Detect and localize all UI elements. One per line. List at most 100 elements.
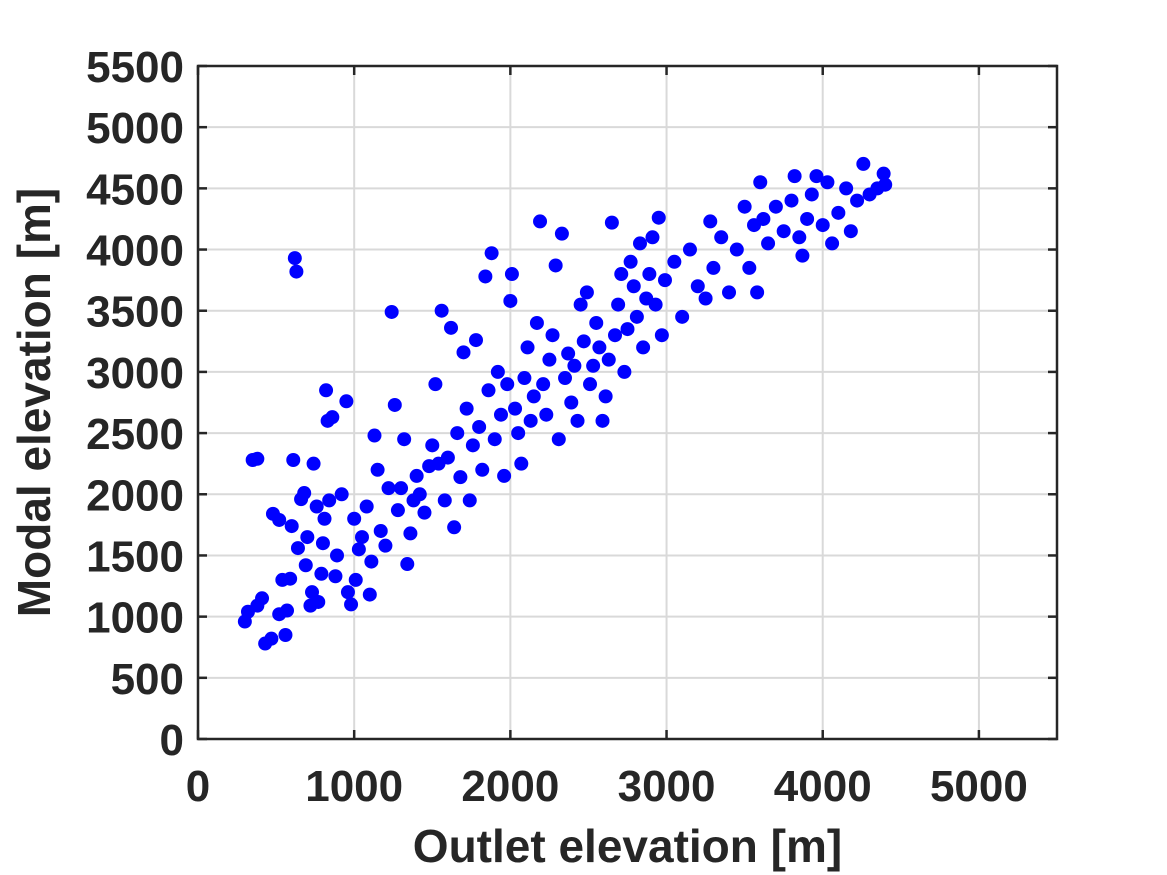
data-point: [412, 487, 427, 502]
data-point: [373, 523, 388, 538]
data-point: [784, 193, 799, 208]
data-points: [237, 156, 893, 651]
data-point: [319, 383, 334, 398]
data-point: [839, 181, 854, 196]
data-point: [843, 224, 858, 239]
data-point: [567, 358, 582, 373]
data-point: [629, 309, 644, 324]
data-point: [722, 285, 737, 300]
data-point: [608, 328, 623, 343]
x-tick-label: 1000: [305, 762, 403, 811]
data-point: [330, 548, 345, 563]
data-point: [657, 273, 672, 288]
data-point: [601, 352, 616, 367]
data-point: [354, 530, 369, 545]
data-point: [348, 572, 363, 587]
data-point: [576, 334, 591, 349]
data-point: [453, 470, 468, 485]
data-point: [517, 371, 532, 386]
data-point: [598, 389, 613, 404]
data-point: [620, 322, 635, 337]
data-point: [500, 377, 515, 392]
data-point: [317, 511, 332, 526]
data-point: [450, 426, 465, 441]
data-point: [504, 267, 519, 282]
data-point: [478, 269, 493, 284]
data-point: [287, 251, 302, 266]
data-point: [340, 585, 355, 600]
data-point: [367, 428, 382, 443]
data-point: [469, 333, 484, 348]
data-point: [573, 297, 588, 312]
x-tick-label: 5000: [930, 762, 1028, 811]
data-point: [570, 413, 585, 428]
data-point: [878, 177, 893, 192]
y-tick-label: 2500: [86, 410, 184, 459]
data-point: [437, 493, 452, 508]
data-point: [551, 432, 566, 447]
y-tick-label: 1000: [86, 594, 184, 643]
data-point: [284, 519, 299, 534]
data-point: [623, 254, 638, 269]
data-point: [280, 603, 295, 618]
data-point: [272, 512, 287, 527]
data-point: [472, 419, 487, 434]
data-point: [737, 199, 752, 214]
data-point: [322, 493, 337, 508]
data-point: [809, 169, 824, 184]
data-point: [768, 199, 783, 214]
data-point: [579, 285, 594, 300]
data-point: [484, 246, 499, 261]
data-point: [533, 214, 548, 229]
data-point: [298, 558, 313, 573]
data-point: [481, 383, 496, 398]
data-point: [378, 538, 393, 553]
data-point: [370, 462, 385, 477]
data-point: [787, 169, 802, 184]
data-point: [714, 230, 729, 245]
data-point: [564, 395, 579, 410]
data-point: [497, 468, 512, 483]
data-point: [583, 377, 598, 392]
data-point: [815, 218, 830, 233]
data-point: [444, 320, 459, 335]
data-point: [804, 187, 819, 202]
data-point: [706, 260, 721, 275]
data-point: [675, 309, 690, 324]
data-point: [850, 193, 865, 208]
data-point: [387, 397, 402, 412]
data-point: [795, 248, 810, 263]
x-axis-label: Outlet elevation [m]: [413, 820, 842, 872]
data-point: [409, 468, 424, 483]
data-point: [729, 242, 744, 257]
data-point: [792, 230, 807, 245]
data-point: [328, 569, 343, 584]
y-tick-label: 4000: [86, 227, 184, 276]
data-point: [753, 175, 768, 190]
data-point: [682, 242, 697, 257]
data-point: [514, 456, 529, 471]
data-point: [561, 346, 576, 361]
data-point: [344, 597, 359, 612]
y-tick-label: 1500: [86, 532, 184, 581]
data-point: [300, 530, 315, 545]
data-point: [520, 340, 535, 355]
data-point: [617, 364, 632, 379]
data-point: [545, 328, 560, 343]
data-point: [384, 304, 399, 319]
data-point: [339, 394, 354, 409]
data-point: [800, 211, 815, 226]
data-point: [364, 554, 379, 569]
data-point: [742, 260, 757, 275]
data-point: [539, 407, 554, 422]
x-tick-label: 0: [186, 762, 210, 811]
data-point: [250, 451, 265, 466]
data-point: [400, 557, 415, 572]
data-point: [614, 267, 629, 282]
data-point: [462, 493, 477, 508]
data-point: [397, 432, 412, 447]
data-point: [475, 462, 490, 477]
data-point: [645, 230, 660, 245]
y-tick-label: 3000: [86, 349, 184, 398]
